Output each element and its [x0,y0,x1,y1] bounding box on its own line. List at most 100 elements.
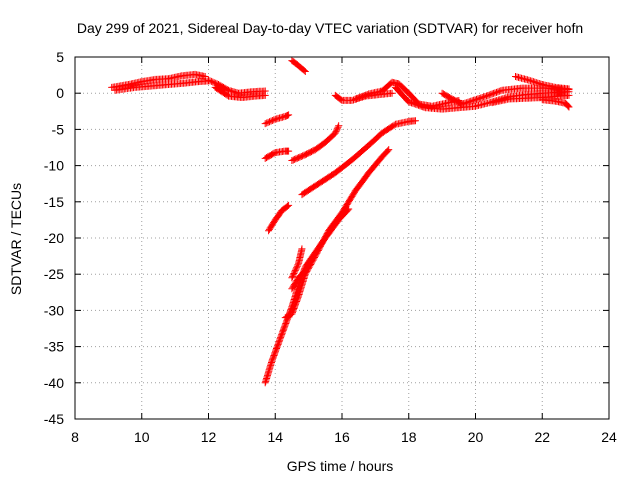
series-track-09 [281,146,393,322]
series-track-06 [261,147,293,162]
data-marker-segment [365,154,385,177]
y-tick-label: -10 [44,158,64,174]
data-marker-segment [321,130,338,146]
y-tick-label: -40 [44,375,64,391]
data-marker-segment [288,261,302,282]
data-marker-segment [205,76,221,88]
series-track-22 [538,96,573,111]
x-tick-label: 14 [267,429,283,445]
x-tick-label: 22 [534,429,550,445]
data-marker-segment [288,275,302,293]
data-marker-segment [275,322,289,347]
data-marker-segment [295,62,308,74]
data-point [411,117,419,125]
x-tick-label: 8 [71,429,79,445]
data-marker-segment [331,157,355,177]
series-track-11 [288,245,306,282]
y-tick-label: -15 [44,194,64,210]
data-point [565,91,573,99]
data-marker-segment [338,188,358,217]
data-point [261,91,269,99]
data-marker-segment [261,149,278,162]
data-marker-segment [438,89,455,102]
x-axis-label: GPS time / hours [287,458,394,474]
data-point [285,201,293,209]
data-marker-segment [331,123,342,137]
series-track-01 [108,70,209,91]
data-marker-segment [351,170,372,195]
data-marker-segment [365,130,385,149]
x-tick-label: 20 [468,429,484,445]
data-marker-segment [331,91,345,104]
data-marker-segment [395,80,412,96]
series-track-10 [288,267,309,293]
x-tick-labels: 8 10 12 14 16 18 20 22 24 [71,429,617,445]
data-point [298,245,306,253]
data-marker-segment [311,228,332,260]
data-marker-segment [295,246,306,267]
data-point [285,147,293,155]
x-tick-label: 24 [601,429,617,445]
data-marker-segment [301,146,318,159]
series-track-05 [261,111,293,128]
data-marker-segment [562,99,572,110]
data-marker-segment [298,181,321,199]
data-marker-segment [271,208,285,224]
y-tick-label: 5 [56,49,64,65]
y-tick-label: -30 [44,302,64,318]
data-marker-segment [311,139,328,154]
chart-title: Day 299 of 2021, Sidereal Day-to-day VTE… [77,20,583,36]
data-marker-segment [281,311,295,322]
x-tick-label: 12 [201,429,217,445]
y-tick-labels: 5 0 -5 -10 -15 -20 -25 -30 -35 -40 -45 [44,49,64,427]
data-point [385,146,393,154]
data-marker-segment [288,57,301,69]
data-marker-segment [405,98,428,111]
series-track-20 [512,73,573,93]
data-marker-segment [261,359,275,387]
data-marker-segment [351,91,371,103]
y-tick-label: -5 [52,121,65,137]
series-track-02 [111,77,212,94]
data-point [301,267,309,275]
data-point [335,122,343,130]
y-tick-label: -20 [44,230,64,246]
x-tick-label: 16 [334,429,350,445]
data-marker-segment [268,340,282,365]
x-tick-label: 18 [401,429,417,445]
series-track-14 [288,57,309,75]
data-marker-segment [378,79,395,95]
data-marker-segment [391,83,412,105]
data-marker-segment [295,272,309,300]
y-axis-label: SDTVAR / TECUs [8,183,24,295]
data-marker-segment [265,217,278,235]
data-marker-segment [378,121,398,137]
y-tick-label: -25 [44,266,64,282]
axis-ticks [74,56,610,420]
series-track-03 [205,76,269,97]
data-marker-segment [295,268,308,282]
series-track-04 [211,83,269,101]
data-marker-segment [458,94,485,108]
y-tick-label: -35 [44,339,64,355]
data-points [108,57,573,387]
x-tick-label: 10 [134,429,150,445]
data-marker-segment [278,202,291,214]
data-marker-segment [348,142,371,164]
data-marker-segment [261,116,278,128]
data-marker-segment [211,83,231,99]
series-track-07 [265,201,293,235]
data-marker-segment [488,95,511,107]
data-point [285,111,293,119]
data-point [388,89,396,97]
data-marker-segment [215,81,231,94]
data-marker-segment [325,210,345,235]
data-marker-segment [281,111,291,120]
y-tick-label: 0 [56,85,64,101]
y-tick-label: -45 [44,411,64,427]
data-marker-segment [478,87,505,101]
series-track-12 [288,122,343,164]
data-marker-segment [288,293,302,318]
